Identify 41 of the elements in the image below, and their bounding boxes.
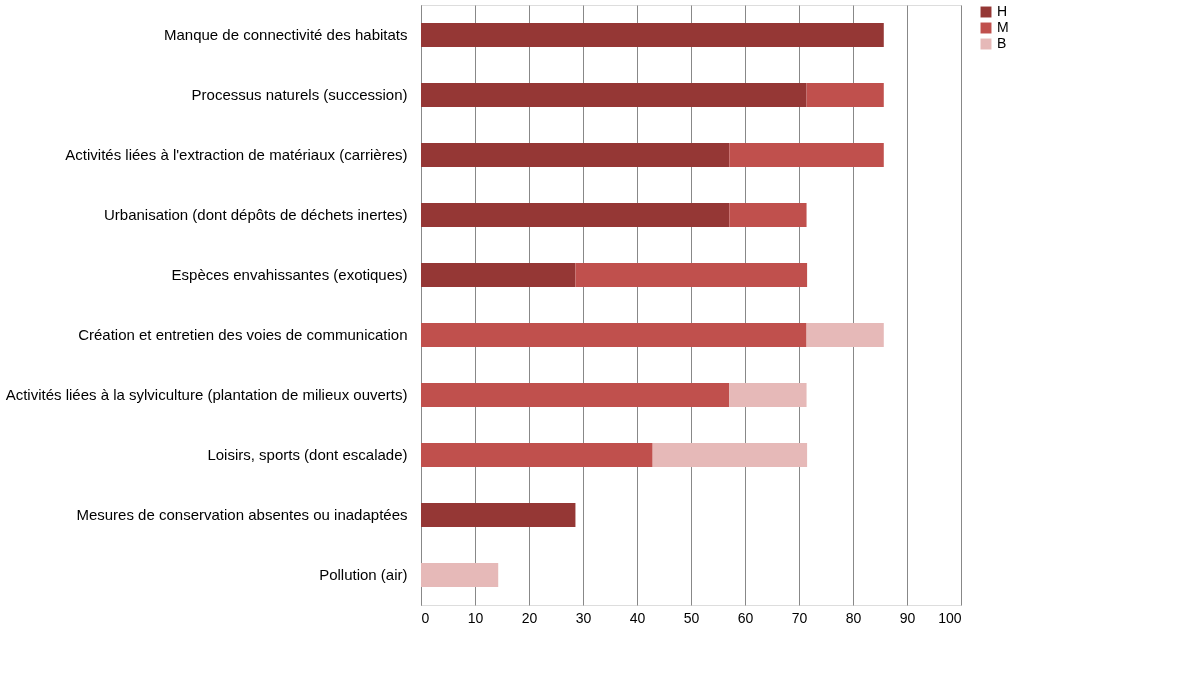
x-tick-label: 50 <box>683 609 700 626</box>
y-tick-label: Création et entretien des voies de communication <box>78 326 408 343</box>
y-tick-label: Manque de connectivité des habitats <box>164 26 408 43</box>
bar <box>421 143 730 167</box>
y-tick-label: Loisirs, sports (dont escalade) <box>207 446 408 463</box>
legend-label: M <box>997 19 1009 35</box>
bar <box>421 203 730 227</box>
bar <box>421 383 730 407</box>
bar <box>729 143 884 167</box>
x-tick-label: 30 <box>575 609 592 626</box>
y-tick-label: Mesures de conservation absentes ou inadaptées <box>76 506 408 523</box>
y-tick-label: Espèces envahissantes (exotiques) <box>171 266 408 283</box>
bar <box>806 83 884 107</box>
bar <box>421 83 807 107</box>
bar <box>729 203 807 227</box>
x-tick-label: 80 <box>845 609 862 626</box>
x-tick-label: 10 <box>467 609 484 626</box>
x-tick-label: 100 <box>938 609 962 626</box>
x-tick-label: 90 <box>899 609 916 626</box>
bar <box>729 383 807 407</box>
x-tick-label: 0 <box>421 609 430 626</box>
bar <box>421 563 499 587</box>
legend-label: H <box>997 3 1008 19</box>
bar <box>421 443 653 467</box>
y-tick-label: Activités liées à l'extraction de matériaux (carrières) <box>65 146 408 163</box>
x-tick-label: 40 <box>629 609 646 626</box>
y-tick-label: Pollution (air) <box>319 566 408 583</box>
bar <box>652 443 808 467</box>
x-tick-label: 70 <box>791 609 808 626</box>
bar <box>575 263 808 287</box>
y-tick-label: Urbanisation (dont dépôts de déchets inertes) <box>103 206 408 223</box>
bar <box>421 323 807 347</box>
y-tick-label: Processus naturels (succession) <box>191 86 408 103</box>
y-tick-label: Activités liées à la sylviculture (plantation de milieux ouverts) <box>5 386 408 403</box>
x-tick-label: 20 <box>521 609 538 626</box>
bar <box>421 503 576 527</box>
bar <box>421 23 884 47</box>
bar <box>421 263 576 287</box>
bar <box>806 323 884 347</box>
x-tick-label: 60 <box>737 609 754 626</box>
legend-label: B <box>997 35 1007 51</box>
